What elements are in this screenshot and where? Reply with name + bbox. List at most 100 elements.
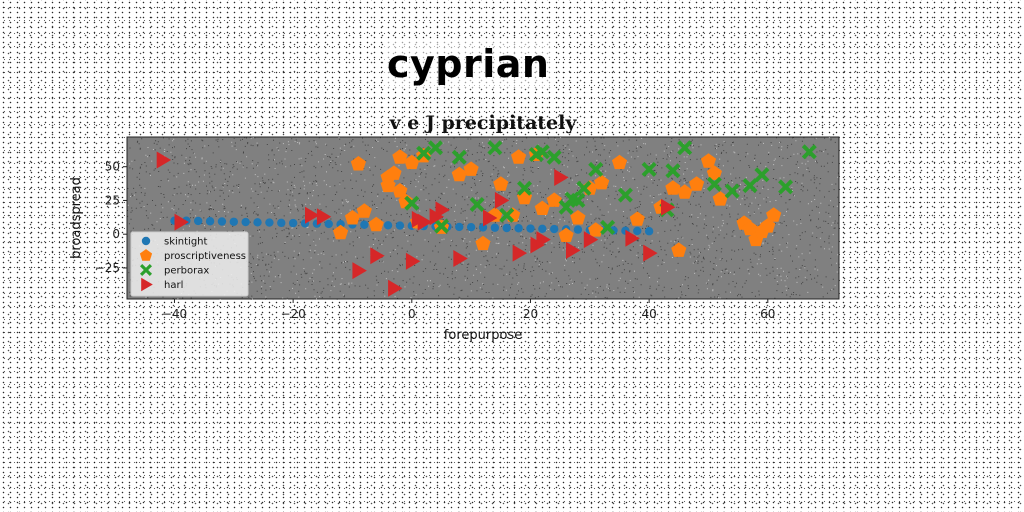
data-points <box>156 140 817 297</box>
proscriptiveness-point <box>350 156 366 171</box>
proscriptiveness-point <box>671 242 687 257</box>
skintight-point <box>194 216 203 226</box>
y-axis-ticks: −25 0 25 50 <box>95 160 127 275</box>
skintight-point <box>277 218 286 228</box>
legend: skintight proscriptiveness perborax harl <box>130 231 249 297</box>
proscriptiveness-point <box>712 191 728 206</box>
perborax-point <box>724 183 740 199</box>
perborax-point <box>499 207 515 223</box>
skintight-point <box>265 218 274 227</box>
skintight-point <box>455 222 464 232</box>
perborax-point <box>576 180 592 196</box>
harl-point <box>494 191 510 209</box>
legend-marker-skintight <box>141 236 151 246</box>
proscriptiveness-point <box>706 165 722 180</box>
skintight-point <box>395 221 405 230</box>
legend-box <box>130 231 249 297</box>
skintight-point <box>644 227 654 236</box>
skintight-point <box>383 221 393 230</box>
proscriptiveness-point <box>742 220 758 236</box>
proscriptiveness-point <box>665 180 681 195</box>
skintight-point <box>360 220 369 229</box>
perborax-point <box>546 149 562 165</box>
proscriptiveness-point <box>475 235 491 251</box>
perborax-point <box>641 161 657 177</box>
legend-marker-proscriptiveness <box>139 249 153 261</box>
harl-point <box>417 213 433 231</box>
proscriptiveness-point <box>344 210 361 225</box>
harl-point <box>405 252 421 270</box>
y-tick-label: 25 <box>105 193 120 207</box>
legend-label: proscriptiveness <box>164 251 246 262</box>
chart-title: v e J precipitately <box>389 112 578 134</box>
y-axis-label: broadspread <box>69 177 84 259</box>
perborax-point <box>617 187 633 203</box>
proscriptiveness-point <box>677 184 693 199</box>
proscriptiveness-point <box>493 176 509 191</box>
perborax-point <box>451 149 467 165</box>
harl-point <box>566 241 581 259</box>
perborax-point <box>665 163 681 179</box>
perborax-point <box>754 167 770 183</box>
legend-label: perborax <box>164 266 209 277</box>
harl-point <box>453 250 468 267</box>
perborax-point <box>742 178 758 194</box>
proscriptiveness-point <box>333 224 349 240</box>
skintight-point <box>241 217 250 227</box>
y-tick-label: 0 <box>112 227 120 241</box>
proscriptiveness-point <box>511 149 527 164</box>
proscriptiveness-point <box>611 154 628 170</box>
perborax-point <box>570 192 586 208</box>
perborax-point <box>469 197 485 212</box>
harl-point <box>483 209 498 227</box>
skintight-point <box>324 219 333 229</box>
skintight-point <box>526 224 535 233</box>
perborax-point <box>600 219 616 235</box>
proscriptiveness-point <box>766 207 782 222</box>
skintight-point <box>253 218 262 227</box>
harl-point <box>643 244 658 262</box>
x-tick-label: 20 <box>523 307 538 321</box>
legend-marker-perborax <box>140 264 152 276</box>
perborax-point <box>534 144 550 160</box>
harl-point <box>316 208 332 226</box>
skintight-point <box>633 226 642 236</box>
proscriptiveness-point <box>700 153 717 168</box>
harl-point <box>156 151 172 169</box>
perborax-point <box>428 140 443 156</box>
perborax-point <box>588 161 604 177</box>
y-tick-label: −25 <box>95 261 120 275</box>
harl-point <box>661 198 676 216</box>
x-tick-label: −40 <box>162 307 187 321</box>
skintight-point <box>288 218 298 228</box>
proscriptiveness-point <box>629 211 645 226</box>
harl-point <box>305 206 320 224</box>
y-tick-label: 50 <box>105 160 120 174</box>
skintight-point <box>514 224 523 233</box>
harl-point <box>388 279 403 297</box>
x-tick-label: 60 <box>760 307 775 321</box>
skintight-point <box>336 220 345 229</box>
harl-point <box>536 231 551 249</box>
proscriptiveness-point <box>404 154 420 170</box>
perborax-point <box>517 180 532 196</box>
proscriptiveness-point <box>570 210 586 225</box>
perborax-point <box>416 145 432 161</box>
perborax-point <box>778 179 794 195</box>
perborax-point <box>404 195 420 211</box>
proscriptiveness-point <box>368 216 384 232</box>
proscriptiveness-point <box>386 165 402 180</box>
harl-point <box>174 213 189 231</box>
proscriptiveness-point <box>380 177 396 193</box>
proscriptiveness-point <box>534 200 550 215</box>
x-tick-label: 0 <box>408 307 416 321</box>
skintight-point <box>502 223 511 233</box>
perborax-point <box>487 140 503 156</box>
figure-suptitle: cyprian <box>383 40 554 88</box>
skintight-point <box>538 224 547 233</box>
proscriptiveness-point <box>558 227 574 242</box>
harl-point <box>512 244 528 262</box>
proscriptiveness-point <box>689 176 705 191</box>
perborax-point <box>677 140 693 156</box>
